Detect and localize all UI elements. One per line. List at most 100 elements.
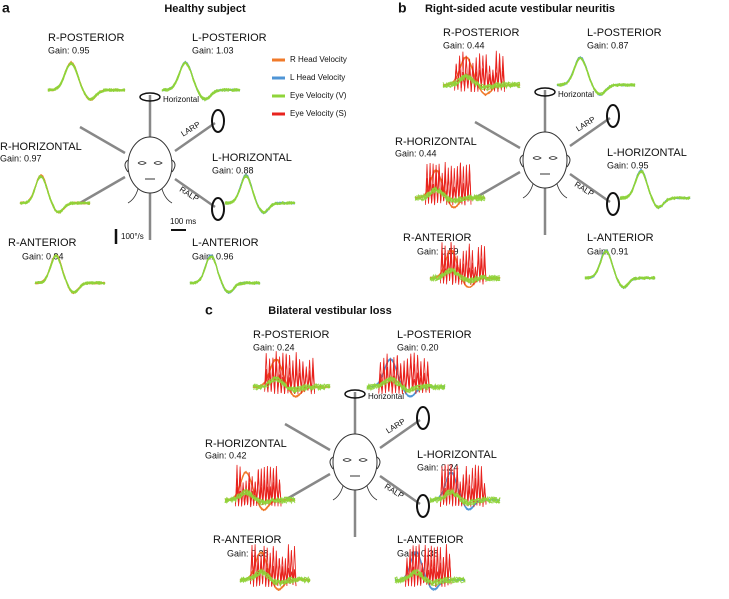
trace <box>619 168 691 209</box>
ear <box>171 159 176 173</box>
trace <box>47 61 126 101</box>
trace <box>19 175 91 214</box>
trace <box>224 173 296 214</box>
trace <box>239 568 311 587</box>
panel-title: Healthy subject <box>164 3 246 15</box>
axis-line <box>379 474 421 506</box>
gain-label: Gain: 0.59 <box>417 246 459 256</box>
eye <box>137 161 163 165</box>
gain-label: Gain: 0.38 <box>227 548 269 558</box>
axis-line <box>379 418 421 450</box>
rotation-icon <box>344 389 366 399</box>
axis-label: Horizontal <box>368 392 404 401</box>
legend-label: Eye Velocity (S) <box>290 109 347 118</box>
gain-label: Gain: 0.24 <box>253 342 295 352</box>
trace <box>19 175 91 214</box>
canal-label: L-POSTERIOR <box>192 32 267 44</box>
trace <box>189 255 261 293</box>
trace <box>34 255 106 294</box>
canal-label: R-ANTERIOR <box>403 232 472 244</box>
trace <box>189 255 260 294</box>
gain-label: Gain: 0.95 <box>607 160 649 170</box>
eye <box>342 458 368 462</box>
gain-label: Gain: 0.88 <box>212 165 254 175</box>
trace <box>47 62 126 100</box>
trace <box>429 490 501 506</box>
canal-label: L-POSTERIOR <box>397 329 472 341</box>
axis-label: Horizontal <box>163 95 199 104</box>
trace <box>556 57 636 96</box>
neck <box>522 183 568 199</box>
trace <box>224 173 295 215</box>
panel-letter: a <box>2 0 10 16</box>
trace <box>429 268 501 283</box>
trace <box>161 62 241 100</box>
canal-label: R-POSTERIOR <box>253 329 329 341</box>
head <box>127 136 173 194</box>
trace <box>584 250 656 290</box>
trace <box>394 569 466 586</box>
gain-label: Gain: 1.03 <box>192 45 234 55</box>
trace <box>189 255 261 293</box>
trace <box>619 168 691 209</box>
trace <box>584 251 656 288</box>
trace <box>161 60 241 101</box>
trace <box>47 60 126 100</box>
trace <box>47 62 126 101</box>
gain-label: Gain: 0.44 <box>395 148 437 158</box>
axis-line <box>569 172 611 204</box>
trace <box>442 72 521 90</box>
head <box>522 131 568 189</box>
canal-label: R-HORIZONTAL <box>395 136 477 148</box>
ear <box>124 159 129 173</box>
rotation-icon <box>211 109 225 133</box>
trace <box>619 171 691 209</box>
trace <box>19 175 90 213</box>
saccade-trace <box>454 51 505 92</box>
axis-line <box>569 116 611 148</box>
saccade-trace <box>454 50 505 93</box>
canal-label: R-POSTERIOR <box>443 27 519 39</box>
scale-label: 100 ms <box>170 217 196 226</box>
trace <box>161 60 241 101</box>
gain-label: Gain: 0.95 <box>48 45 90 55</box>
trace <box>619 171 691 208</box>
axis-line <box>474 170 521 200</box>
legend-label: L Head Velocity <box>290 73 345 82</box>
axis-line <box>284 422 331 452</box>
trace <box>47 61 126 100</box>
panel-title: Bilateral vestibular loss <box>268 305 392 317</box>
trace <box>161 61 241 101</box>
trace <box>366 375 446 392</box>
ear <box>519 154 524 168</box>
trace <box>252 376 331 394</box>
canal-label: R-HORIZONTAL <box>0 141 82 153</box>
trace <box>189 255 261 293</box>
canal-label: L-HORIZONTAL <box>417 449 497 461</box>
canal-label: R-ANTERIOR <box>213 534 282 546</box>
canal-label: L-ANTERIOR <box>397 534 464 546</box>
trace <box>161 60 241 101</box>
saccade-trace <box>405 544 452 587</box>
trace <box>34 255 106 293</box>
trace <box>47 63 126 100</box>
trace <box>619 169 691 209</box>
trace <box>189 255 261 294</box>
panel-letter: c <box>205 302 213 318</box>
axis-label: Horizontal <box>558 90 594 99</box>
trace <box>19 174 91 214</box>
trace <box>619 168 691 209</box>
trace <box>414 188 486 204</box>
canal-label: L-ANTERIOR <box>192 237 259 249</box>
rotation-icon <box>416 494 430 518</box>
ear <box>329 456 334 470</box>
canal-label: L-HORIZONTAL <box>607 147 687 159</box>
legend-label: Eye Velocity (V) <box>290 91 347 100</box>
gain-label: Gain: 0.87 <box>587 40 629 50</box>
saccade-trace <box>250 544 297 587</box>
saccade-trace <box>440 464 487 508</box>
trace <box>224 488 296 504</box>
neck <box>332 485 378 501</box>
rotation-icon <box>606 104 620 128</box>
trace <box>19 175 91 213</box>
